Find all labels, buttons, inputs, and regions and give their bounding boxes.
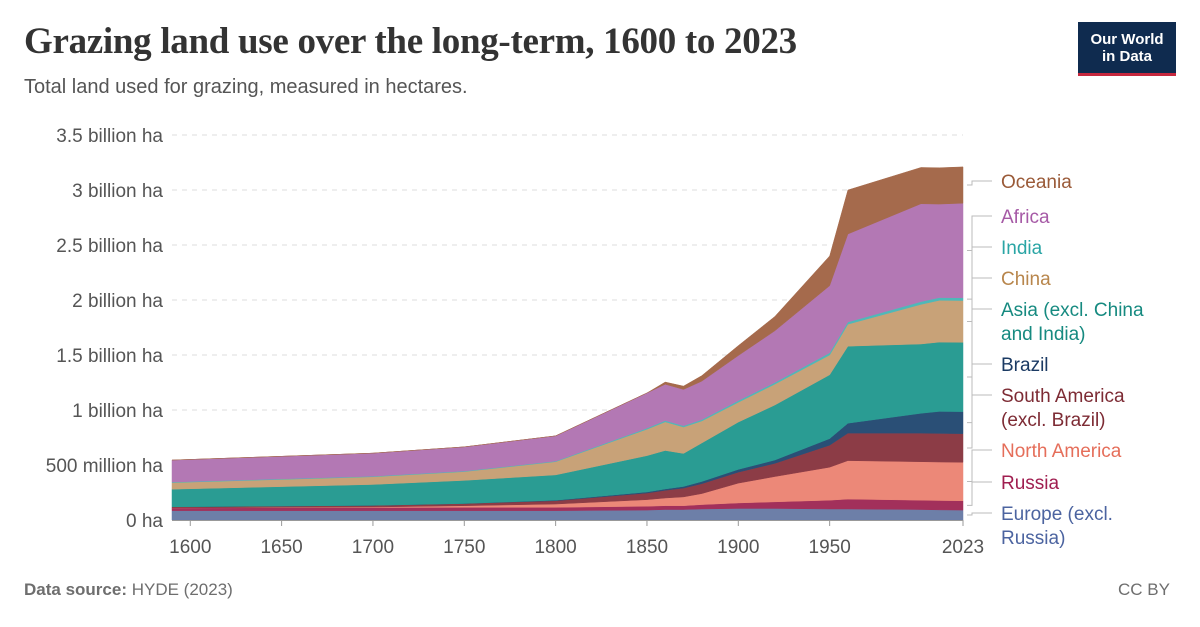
legend-connector: [967, 481, 992, 506]
legend-label-asia-excl-china-and-india[interactable]: Asia (excl. China and India): [1001, 300, 1144, 345]
x-tick-label: 1750: [443, 537, 485, 558]
owid-logo[interactable]: Our World in Data: [1078, 22, 1176, 76]
data-source-value[interactable]: HYDE (2023): [131, 580, 233, 599]
legend-label-china[interactable]: China: [1001, 269, 1051, 290]
x-axis: 1600 1650 1700 1750 1800 1850 1900 1950 2023: [169, 520, 984, 558]
legend-connector: [967, 180, 992, 186]
legend-connector: [967, 246, 992, 300]
x-tick-label: 2023: [942, 537, 984, 558]
legend-label-india[interactable]: India: [1001, 238, 1043, 259]
y-tick-label: 2.5 billion ha: [56, 236, 163, 257]
x-tick-label: 1600: [169, 537, 211, 558]
area-series: [171, 166, 964, 521]
y-axis: 0 ha 500 million ha 1 billion ha 1.5 billio…: [46, 126, 164, 532]
legend-connector: [967, 215, 992, 251]
legend-label-south-america-excl-brazil[interactable]: South America (excl. Brazil): [1001, 386, 1125, 431]
x-tick-label: 1650: [260, 537, 302, 558]
x-tick-label: 1950: [809, 537, 851, 558]
x-tick-label: 1850: [626, 537, 668, 558]
legend-connector: [967, 394, 992, 449]
chart-subtitle: Total land used for grazing, measured in…: [24, 76, 468, 98]
logo-line-2: in Data: [1101, 48, 1152, 65]
legend-connector: [967, 449, 992, 482]
data-source: Data source: HYDE (2023): [24, 580, 233, 600]
y-tick-label: 1 billion ha: [72, 401, 163, 422]
x-tick-label: 1700: [352, 537, 394, 558]
legend-connector: [967, 277, 992, 322]
license[interactable]: CC BY: [1118, 580, 1170, 599]
data-source-label: Data source:: [24, 580, 127, 599]
legend-connector: [967, 363, 992, 424]
legend-label-brazil[interactable]: Brazil: [1001, 355, 1049, 376]
legend-connector: [967, 512, 992, 516]
chart-title: Grazing land use over the long-term, 160…: [24, 21, 797, 62]
legend-label-russia[interactable]: Russia: [1001, 473, 1060, 494]
y-tick-label: 3.5 billion ha: [56, 126, 163, 147]
y-tick-label: 3 billion ha: [72, 181, 163, 202]
area-oceania[interactable]: [171, 166, 964, 461]
legend-connector: [967, 308, 992, 378]
x-tick-label: 1800: [534, 537, 576, 558]
legend-label-europe-excl-russia[interactable]: Europe (excl. Russia): [1001, 504, 1113, 549]
legend-label-africa[interactable]: Africa: [1001, 207, 1050, 228]
y-tick-label: 0 ha: [126, 511, 163, 532]
x-tick-label: 1900: [717, 537, 759, 558]
legend-label-north-america[interactable]: North America: [1001, 441, 1122, 462]
legend: Europe (excl. Russia) Russia North America S…: [967, 172, 1144, 549]
y-tick-label: 1.5 billion ha: [56, 346, 163, 367]
logo-line-1: Our World: [1090, 31, 1164, 48]
y-tick-label: 2 billion ha: [72, 291, 163, 312]
y-tick-label: 500 million ha: [46, 456, 164, 477]
legend-label-oceania[interactable]: Oceania: [1001, 172, 1072, 193]
